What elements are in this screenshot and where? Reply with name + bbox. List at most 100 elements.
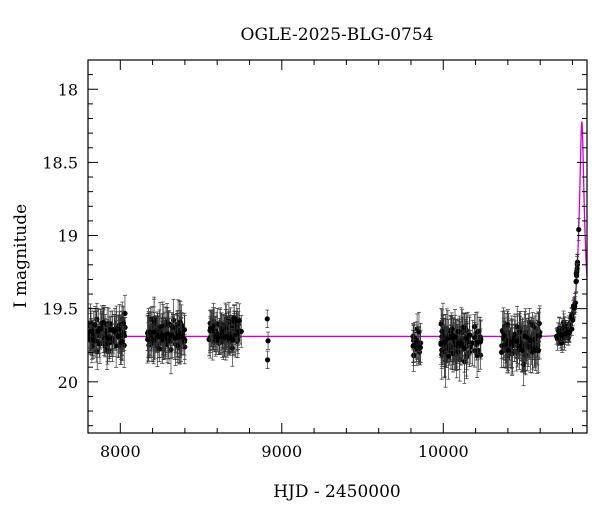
point-marker [448, 334, 454, 341]
point-marker [461, 324, 467, 330]
point-marker [477, 339, 484, 345]
data-point [439, 320, 445, 367]
data-point [94, 309, 100, 353]
data-point [222, 322, 228, 353]
data-point [565, 326, 571, 340]
point-marker [414, 338, 420, 344]
data-point [151, 318, 157, 346]
point-marker [471, 334, 478, 341]
data-point [529, 330, 536, 374]
data-point [220, 314, 226, 350]
point-marker [445, 353, 451, 359]
point-marker [231, 316, 237, 322]
data-point [501, 320, 507, 352]
data-point [97, 309, 104, 349]
data-point [264, 309, 270, 329]
point-marker [170, 324, 176, 330]
point-marker [574, 265, 580, 272]
data-point [265, 331, 271, 350]
plot-clipped-group [88, 121, 587, 388]
point-marker [558, 332, 565, 338]
data-point [519, 328, 525, 373]
data-point [410, 324, 417, 367]
y-tick-label: 20 [58, 373, 78, 392]
point-marker [150, 337, 157, 343]
point-marker [144, 336, 151, 343]
data-point [147, 318, 153, 346]
data-point [574, 256, 580, 281]
data-point [452, 314, 458, 360]
point-marker [151, 329, 157, 335]
data-point [461, 312, 467, 342]
data-point [208, 319, 214, 339]
point-marker [220, 329, 226, 335]
data-point [226, 320, 232, 356]
point-marker [105, 335, 111, 341]
point-marker [570, 317, 576, 323]
data-point [477, 328, 484, 356]
data-point [514, 323, 520, 359]
point-marker [569, 326, 575, 332]
data-point [573, 270, 579, 293]
data-point [162, 317, 168, 353]
point-marker [94, 328, 100, 334]
point-marker [265, 338, 271, 344]
point-marker [147, 329, 153, 335]
data-point [527, 324, 533, 357]
y-tick-label: 19 [58, 227, 78, 246]
plot-frame [87, 59, 588, 434]
axes: 8000 9000 10000 18 18.5 19 19.5 20 [42, 59, 588, 461]
point-marker [514, 324, 520, 330]
x-tick-label: 9000 [261, 442, 302, 461]
point-marker [565, 330, 571, 336]
point-marker [119, 339, 125, 345]
point-marker [576, 226, 582, 233]
point-marker [166, 321, 172, 327]
point-marker [236, 318, 242, 324]
point-marker [410, 342, 417, 349]
point-marker [217, 333, 223, 339]
data-point [178, 322, 185, 352]
point-marker [438, 321, 444, 327]
point-marker [509, 339, 515, 345]
point-marker [504, 322, 510, 328]
point-marker [169, 332, 175, 338]
data-point [461, 324, 468, 373]
point-marker [452, 334, 458, 340]
point-marker [535, 333, 541, 339]
data-point [558, 327, 565, 342]
point-marker [553, 333, 560, 339]
point-marker [523, 333, 529, 339]
point-marker [97, 326, 104, 332]
point-marker [573, 279, 579, 285]
point-marker [172, 335, 178, 341]
data-point [448, 314, 454, 360]
data-point [264, 350, 271, 369]
data-point [150, 316, 157, 365]
data-point [231, 304, 237, 334]
data-point [169, 312, 175, 359]
data-point [569, 322, 575, 336]
point-marker [463, 335, 470, 341]
point-marker [514, 338, 520, 344]
data-point [172, 324, 178, 353]
point-marker [165, 331, 171, 337]
point-marker [502, 342, 508, 348]
data-point [119, 324, 125, 360]
chart-title: OGLE-2025-BLG-0754 [241, 25, 434, 45]
data-point [455, 326, 461, 360]
point-marker [101, 319, 107, 326]
data-point [213, 316, 219, 357]
data-point [445, 332, 451, 380]
point-marker [213, 333, 219, 339]
point-marker [264, 357, 271, 363]
point-marker [88, 328, 94, 335]
data-point [523, 314, 529, 359]
data-point [504, 310, 510, 339]
data-point [553, 328, 560, 345]
point-marker [120, 320, 127, 326]
point-marker [113, 342, 119, 349]
point-marker [182, 344, 188, 350]
data-point [505, 327, 511, 374]
y-tick-label: 19.5 [42, 300, 78, 319]
